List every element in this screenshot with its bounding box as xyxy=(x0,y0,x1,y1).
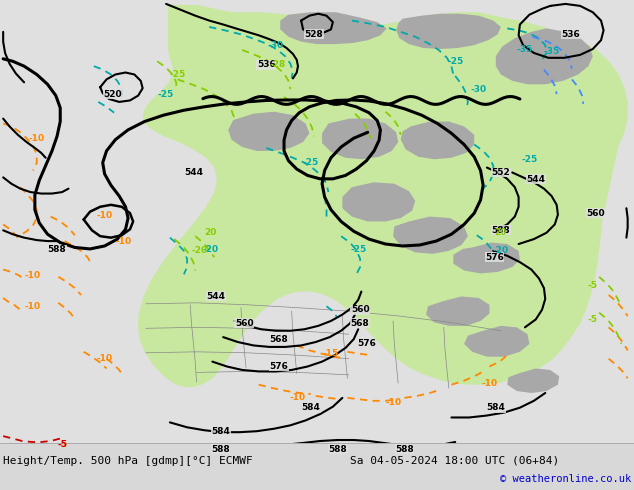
Text: 560: 560 xyxy=(586,209,605,218)
Text: -10: -10 xyxy=(96,211,113,220)
Text: -25: -25 xyxy=(169,70,186,79)
Text: 544: 544 xyxy=(526,175,545,184)
Text: 568: 568 xyxy=(351,319,370,328)
Text: -25: -25 xyxy=(158,90,174,98)
Text: -10: -10 xyxy=(481,379,498,388)
Text: Height/Temp. 500 hPa [gdmp][°C] ECMWF: Height/Temp. 500 hPa [gdmp][°C] ECMWF xyxy=(3,456,253,466)
Text: 588: 588 xyxy=(211,445,230,454)
Text: 560: 560 xyxy=(351,305,370,314)
Polygon shape xyxy=(426,296,489,326)
Text: -10: -10 xyxy=(29,134,45,143)
Text: -30: -30 xyxy=(470,85,487,94)
Text: -10: -10 xyxy=(290,393,306,402)
Text: 588: 588 xyxy=(48,245,67,254)
Text: -10: -10 xyxy=(385,398,401,407)
Text: -20: -20 xyxy=(191,246,208,255)
Text: -20: -20 xyxy=(493,246,509,255)
Text: 560: 560 xyxy=(235,319,254,328)
Text: 584: 584 xyxy=(301,403,320,412)
Text: -10: -10 xyxy=(115,237,132,245)
Text: 576: 576 xyxy=(357,340,376,348)
Polygon shape xyxy=(228,112,309,151)
Text: 576: 576 xyxy=(269,362,288,370)
Text: -5: -5 xyxy=(57,440,67,449)
Text: © weatheronline.co.uk: © weatheronline.co.uk xyxy=(500,474,631,484)
Text: -30: -30 xyxy=(268,41,284,49)
Polygon shape xyxy=(396,14,501,49)
Polygon shape xyxy=(280,12,387,44)
Polygon shape xyxy=(138,5,628,387)
Text: 536: 536 xyxy=(561,30,580,39)
Text: 588: 588 xyxy=(395,445,414,454)
Text: 536: 536 xyxy=(257,60,276,69)
Polygon shape xyxy=(464,326,529,357)
Text: -25: -25 xyxy=(350,245,366,254)
Bar xyxy=(0,443,634,490)
Text: -28: -28 xyxy=(269,60,286,69)
Text: 576: 576 xyxy=(485,253,504,262)
Text: 588: 588 xyxy=(328,445,347,454)
Polygon shape xyxy=(401,122,474,159)
Text: -35: -35 xyxy=(517,45,533,53)
Text: 552: 552 xyxy=(491,168,510,177)
Text: 20: 20 xyxy=(495,228,507,237)
Text: -25: -25 xyxy=(447,57,463,66)
Text: -20: -20 xyxy=(202,245,219,254)
Polygon shape xyxy=(453,243,520,273)
Text: 528: 528 xyxy=(304,30,323,39)
Text: 568: 568 xyxy=(269,335,288,343)
Text: -10: -10 xyxy=(96,354,113,363)
Text: -5: -5 xyxy=(588,281,598,290)
Text: -5: -5 xyxy=(588,315,598,324)
Text: -10: -10 xyxy=(25,271,41,280)
Text: -25: -25 xyxy=(302,158,319,167)
Polygon shape xyxy=(342,182,415,221)
Text: -25: -25 xyxy=(521,155,538,164)
Text: -35: -35 xyxy=(543,47,560,56)
Text: -10: -10 xyxy=(25,302,41,311)
Text: 544: 544 xyxy=(206,292,225,301)
Text: -15: -15 xyxy=(323,349,339,358)
Text: 520: 520 xyxy=(103,90,122,98)
Text: 584: 584 xyxy=(486,403,505,412)
Text: Sa 04-05-2024 18:00 UTC (06+84): Sa 04-05-2024 18:00 UTC (06+84) xyxy=(350,456,559,466)
Polygon shape xyxy=(507,368,559,393)
Text: 544: 544 xyxy=(184,168,203,177)
Polygon shape xyxy=(496,28,593,84)
Text: 584: 584 xyxy=(211,427,230,436)
Polygon shape xyxy=(393,217,468,254)
Text: 20: 20 xyxy=(204,228,217,237)
Text: -5: -5 xyxy=(57,440,67,449)
Polygon shape xyxy=(322,119,398,159)
Text: 588: 588 xyxy=(491,226,510,235)
